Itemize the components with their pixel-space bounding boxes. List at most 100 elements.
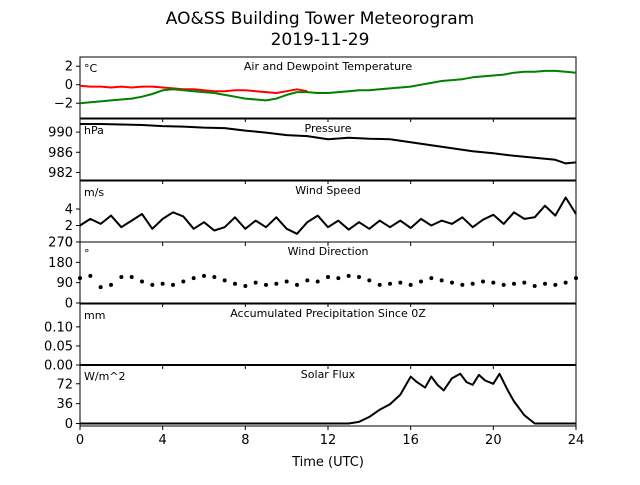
wind-direction-point xyxy=(181,279,186,284)
x-tick-label: 20 xyxy=(485,433,502,448)
panel-unit-label: ° xyxy=(84,247,90,260)
x-tick-label: 16 xyxy=(402,433,419,448)
x-tick-label: 0 xyxy=(76,433,84,448)
y-tick-label: 180 xyxy=(48,256,73,271)
figure-title: AO&SS Building Tower Meteorogram xyxy=(166,9,474,29)
panel-0: 2 0 −2 Air and Dewpoint Temperature °C xyxy=(54,56,577,122)
wind-direction-point xyxy=(88,273,93,278)
panel-3: 270 180 90 0 Wind Direction ° xyxy=(48,236,578,312)
wind-direction-point xyxy=(191,276,196,281)
wind-direction-point xyxy=(109,282,113,287)
wind-direction-point xyxy=(522,280,527,285)
y-tick-label: 990 xyxy=(48,126,73,141)
series-line-0 xyxy=(79,196,577,235)
wind-direction-point xyxy=(429,276,434,281)
wind-direction-point xyxy=(119,275,124,280)
y-tick-label: 0 xyxy=(65,236,73,251)
panel-title: Pressure xyxy=(305,122,352,135)
wind-direction-point xyxy=(315,279,320,284)
wind-direction-point xyxy=(470,281,475,286)
series-line-0 xyxy=(79,84,308,94)
x-tick-label: 8 xyxy=(241,433,249,448)
wind-direction-point xyxy=(532,284,537,289)
wind-direction-point xyxy=(512,281,516,286)
wind-direction-point xyxy=(274,281,279,286)
y-tick-label: 986 xyxy=(48,146,73,161)
series-line-0 xyxy=(80,123,577,165)
wind-direction-point xyxy=(336,276,341,281)
wind-direction-point xyxy=(367,278,372,283)
panel-2: 42 0 Wind Speed m/s xyxy=(65,180,577,251)
figure-subtitle: 2019-11-29 xyxy=(271,30,370,50)
y-tick-label: 4 xyxy=(65,203,73,218)
wind-direction-point xyxy=(543,281,547,286)
wind-direction-point xyxy=(574,276,578,281)
panel-title: Accumulated Precipitation Since 0Z xyxy=(230,307,426,320)
y-tick-label: 270 xyxy=(48,236,73,251)
panel-1: 990 986 982 Pressure hPa xyxy=(48,118,577,184)
wind-direction-point xyxy=(305,278,310,283)
wind-direction-point xyxy=(481,279,485,284)
panel-title: Wind Speed xyxy=(295,184,361,197)
wind-direction-point xyxy=(501,282,506,287)
y-tick-label: 90 xyxy=(56,276,73,291)
x-tick-label: 4 xyxy=(159,433,167,448)
panel-unit-label: hPa xyxy=(84,124,104,137)
panel-unit-label: W/m^2 xyxy=(84,370,126,383)
wind-direction-point xyxy=(98,285,103,290)
y-tick-label: 0 xyxy=(65,417,73,432)
series-line-1 xyxy=(79,69,577,105)
wind-direction-point xyxy=(460,282,465,287)
wind-direction-point xyxy=(450,280,454,285)
y-tick-label: 0.05 xyxy=(44,339,73,354)
y-tick-label: 982 xyxy=(48,166,73,181)
y-tick-label: 0.10 xyxy=(44,320,73,335)
wind-direction-point xyxy=(212,275,217,280)
wind-direction-point xyxy=(491,280,496,285)
panel-title: Air and Dewpoint Temperature xyxy=(244,60,412,73)
wind-direction-point xyxy=(439,278,444,283)
x-tick-label: 12 xyxy=(320,433,337,448)
wind-direction-point xyxy=(419,279,423,284)
wind-direction-point xyxy=(295,282,299,287)
wind-direction-point xyxy=(284,279,289,284)
panel-title: Wind Direction xyxy=(288,245,369,258)
wind-direction-point xyxy=(233,281,237,286)
wind-direction-point xyxy=(243,284,248,289)
y-tick-label: 2 xyxy=(65,60,73,75)
panel-unit-label: m/s xyxy=(84,186,104,199)
wind-direction-point xyxy=(129,275,134,280)
panel-unit-label: mm xyxy=(84,309,105,322)
wind-direction-point xyxy=(357,275,361,280)
y-tick-label: 0.00 xyxy=(44,359,73,374)
wind-direction-point xyxy=(346,273,351,278)
wind-direction-point xyxy=(326,275,330,280)
panel-4: 0.10 0.05 0.00 Accumulated Precipitation Si… xyxy=(44,303,577,374)
wind-direction-point xyxy=(408,282,413,287)
wind-direction-point xyxy=(553,282,558,287)
wind-direction-point xyxy=(222,278,227,283)
series-line-0 xyxy=(80,372,576,425)
wind-direction-point xyxy=(160,281,165,286)
y-tick-label: 72 xyxy=(56,377,73,392)
panel-unit-label: °C xyxy=(84,62,98,75)
wind-direction-point xyxy=(78,276,82,281)
wind-direction-point xyxy=(377,282,382,287)
y-tick-label: 0 xyxy=(65,78,73,93)
panel-5: 72 36 0 Solar Flux W/m^2 0 4 8 12 16 20 24 Time (UTC… xyxy=(56,364,585,470)
wind-direction-point xyxy=(563,280,568,285)
wind-direction-point xyxy=(264,282,268,287)
y-tick-label: 0 xyxy=(65,297,73,312)
wind-direction-point xyxy=(171,282,175,287)
y-tick-label: 2 xyxy=(65,219,73,234)
y-tick-label: 36 xyxy=(56,397,73,412)
wind-direction-point xyxy=(388,281,392,286)
wind-direction-point xyxy=(202,273,206,278)
wind-direction-point xyxy=(398,280,403,285)
x-tick-label: 24 xyxy=(568,433,585,448)
y-tick-label: −2 xyxy=(54,97,73,112)
wind-direction-point xyxy=(140,279,144,284)
